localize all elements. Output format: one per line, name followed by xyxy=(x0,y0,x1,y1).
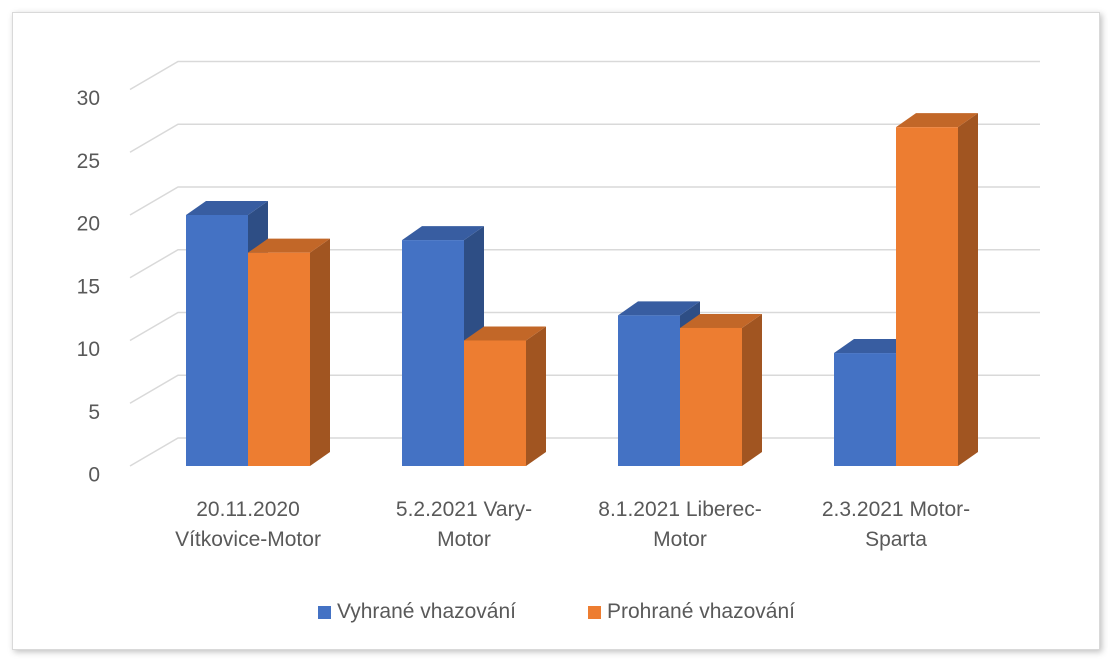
x-tick-label: 8.1.2021 Liberec-Motor xyxy=(598,498,762,551)
bar-top xyxy=(896,113,978,128)
bar xyxy=(680,327,742,466)
bar-top xyxy=(618,301,700,316)
legend-label: Vyhrané vhazování xyxy=(337,600,517,623)
y-tick-label: 25 xyxy=(77,150,100,173)
bar-side xyxy=(958,113,978,467)
x-tick-label: 2.3.2021 Motor-Sparta xyxy=(821,498,971,551)
y-tick-label: 30 xyxy=(77,87,100,110)
grid-line xyxy=(129,249,1040,279)
bar-top xyxy=(680,313,762,328)
bar-side xyxy=(526,326,546,466)
bar-top xyxy=(248,238,330,253)
grid-line xyxy=(129,311,1040,342)
y-tick-label: 5 xyxy=(88,401,100,424)
legend-swatch xyxy=(318,605,331,619)
y-tick-label: 10 xyxy=(77,338,100,361)
x-tick-label: 20.11.2020 Vítkovice-Motor xyxy=(175,498,321,551)
legend-item: Prohrané vhazování xyxy=(588,600,795,624)
bar-side xyxy=(310,238,330,466)
legend-label: Prohrané vhazování xyxy=(607,600,795,623)
bar-top xyxy=(402,226,484,241)
bar-top xyxy=(834,339,916,354)
bar-side xyxy=(742,313,762,466)
x-tick-label: 5.2.2021 Vary-Motor xyxy=(395,498,533,551)
bar-top xyxy=(186,201,268,215)
chart-frame xyxy=(12,12,1100,650)
grid-line xyxy=(129,123,1040,153)
legend-item: Vyhrané vhazování xyxy=(318,600,516,624)
bar xyxy=(618,315,680,466)
legend-swatch xyxy=(588,605,601,619)
y-tick-label: 20 xyxy=(77,213,100,236)
grid-line xyxy=(129,186,1040,216)
bar xyxy=(402,240,464,466)
bar xyxy=(186,215,248,466)
bar-top xyxy=(464,326,546,341)
bar xyxy=(248,252,310,466)
bar xyxy=(834,353,896,466)
y-tick-label: 15 xyxy=(77,275,100,298)
bar xyxy=(464,340,526,466)
grid-line xyxy=(129,60,1040,91)
bar xyxy=(896,127,958,467)
y-tick-label: 0 xyxy=(88,464,100,487)
